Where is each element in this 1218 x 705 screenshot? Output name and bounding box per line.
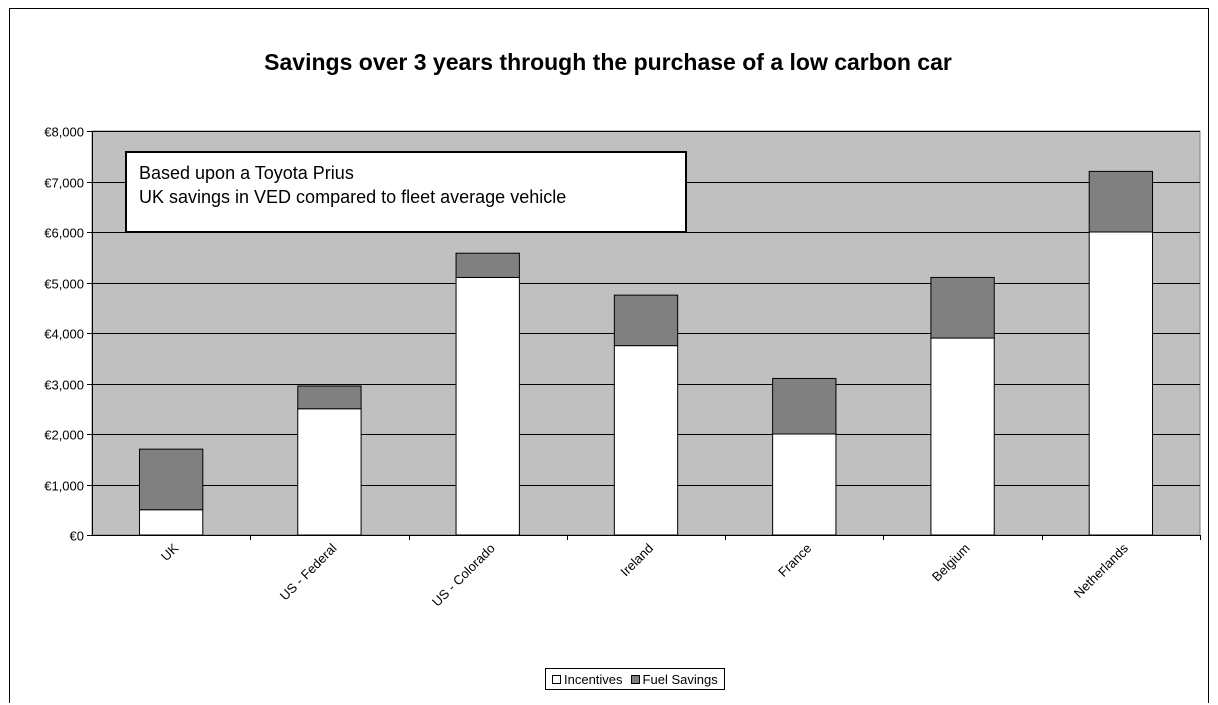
- legend-item-incentives: Incentives: [552, 672, 623, 687]
- y-tick-label: €4,000: [44, 327, 84, 342]
- y-tick-label: €6,000: [44, 226, 84, 241]
- y-tick-label: €0: [70, 529, 84, 544]
- bar-fuel-savings: [930, 276, 995, 339]
- bar-incentives: [772, 433, 837, 536]
- legend-label-fuel-savings: Fuel Savings: [642, 671, 718, 687]
- legend-item-fuel-savings: Fuel Savings: [630, 671, 718, 687]
- x-tick-label: Belgium: [929, 541, 973, 585]
- bar-incentives: [1088, 231, 1154, 536]
- x-tick-label: US - Federal: [277, 540, 340, 603]
- y-tick-label: €7,000: [44, 176, 84, 191]
- bar-fuel-savings: [297, 385, 362, 410]
- chart-frame: [9, 8, 1209, 703]
- y-tick-label: €3,000: [44, 378, 84, 393]
- legend: Incentives Fuel Savings: [545, 668, 725, 690]
- bar-fuel-savings: [613, 294, 679, 347]
- legend-swatch-incentives: [552, 674, 561, 684]
- y-tick-label: €2,000: [44, 428, 84, 443]
- y-tick-label: €8,000: [44, 125, 84, 140]
- x-tick-label: France: [775, 541, 814, 580]
- y-tick-label: €1,000: [44, 479, 84, 494]
- gridlines: [92, 131, 1200, 486]
- annotation-line-2: UK savings in VED compared to fleet aver…: [139, 187, 567, 207]
- bar-fuel-savings: [455, 252, 520, 278]
- bar-fuel-savings: [772, 377, 837, 435]
- x-tick-label: US - Colorado: [429, 541, 498, 610]
- x-tick-label: Netherlands: [1071, 540, 1132, 601]
- bar-incentives: [138, 509, 204, 536]
- bars: [138, 170, 1154, 536]
- bar-fuel-savings: [1088, 170, 1154, 233]
- bar-incentives: [455, 276, 520, 536]
- bar-incentives: [613, 345, 679, 536]
- bar-incentives: [297, 408, 362, 536]
- x-tick-label: UK: [158, 540, 182, 564]
- x-tick-label: Ireland: [617, 541, 656, 580]
- x-axis: UK US - Federal US - Colorado Ireland France…: [92, 535, 1201, 609]
- bar-incentives: [930, 337, 995, 536]
- y-tick-label: €5,000: [44, 277, 84, 292]
- bar-fuel-savings: [138, 448, 204, 511]
- legend-swatch-fuel-savings: [630, 674, 640, 684]
- chart-title: Savings over 3 years through the purchas…: [264, 49, 952, 75]
- annotation-box: Based upon a Toyota Prius UK savings in …: [125, 151, 687, 233]
- legend-label-incentives: Incentives: [564, 671, 623, 687]
- y-axis: €0 €1,000 €2,000 €3,000 €4,000 €5,000 €6,000 €7…: [44, 125, 93, 544]
- annotation-line-1: Based upon a Toyota Prius: [139, 163, 354, 183]
